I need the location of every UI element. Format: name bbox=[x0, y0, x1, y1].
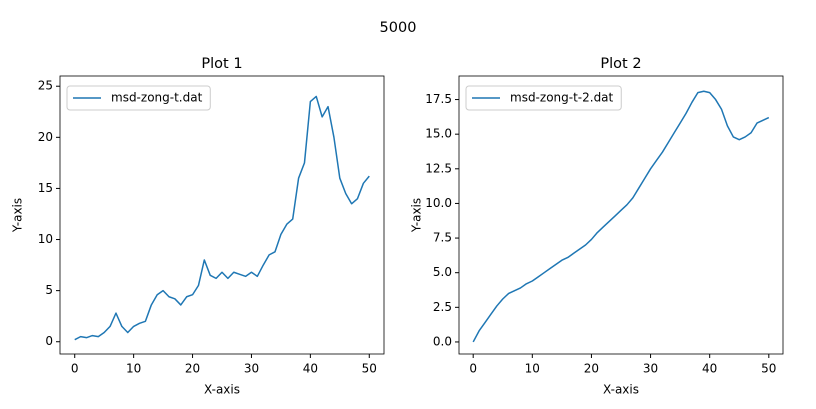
x-axis-label: X-axis bbox=[204, 383, 240, 397]
y-tick-label: 10.0 bbox=[425, 196, 452, 210]
subplot-title: Plot 2 bbox=[600, 56, 641, 72]
y-tick-label: 0 bbox=[45, 334, 53, 348]
subplot-title: Plot 1 bbox=[201, 56, 242, 72]
x-axis-label: X-axis bbox=[603, 383, 639, 397]
axes-frame bbox=[59, 75, 385, 355]
y-tick-label: 25 bbox=[38, 79, 53, 93]
x-tick-label: 50 bbox=[761, 362, 776, 376]
subplot: Plot 2 X-axis Y-axis 0 10 20 30 40 50 0.0 2.5 5.0 7.… bbox=[410, 56, 784, 397]
y-axis-label: Y-axis bbox=[410, 198, 424, 233]
y-tick-label: 12.5 bbox=[425, 161, 452, 175]
y-tick-label: 0.0 bbox=[433, 334, 452, 348]
y-tick-label: 5 bbox=[45, 283, 53, 297]
y-tick-label: 5.0 bbox=[433, 265, 452, 279]
x-tick-label: 10 bbox=[126, 362, 141, 376]
legend-label: msd-zong-t-2.dat bbox=[510, 91, 614, 105]
x-tick-label: 50 bbox=[362, 362, 377, 376]
y-tick-label: 15 bbox=[38, 181, 53, 195]
y-tick-label: 10 bbox=[38, 232, 53, 246]
x-tick-label: 20 bbox=[185, 362, 200, 376]
legend-frame bbox=[66, 85, 211, 111]
x-tick-label: 40 bbox=[303, 362, 318, 376]
y-axis-label: Y-axis bbox=[11, 198, 25, 233]
x-tick-label: 20 bbox=[584, 362, 599, 376]
legend: msd-zong-t-2.dat bbox=[465, 85, 622, 111]
data-line bbox=[74, 95, 370, 341]
y-tick-label: 17.5 bbox=[425, 92, 452, 106]
x-tick-label: 0 bbox=[469, 362, 477, 376]
figure-title: 5000 bbox=[380, 20, 417, 36]
legend: msd-zong-t.dat bbox=[66, 85, 211, 111]
x-tick-label: 40 bbox=[702, 362, 717, 376]
legend-frame bbox=[465, 85, 622, 111]
y-tick-label: 20 bbox=[38, 130, 53, 144]
subplot: Plot 1 X-axis Y-axis 0 10 20 30 40 50 0 5 10 15 20 25 m… bbox=[11, 56, 385, 397]
legend-label: msd-zong-t.dat bbox=[111, 91, 203, 105]
data-line bbox=[472, 90, 770, 343]
axes-frame bbox=[458, 75, 784, 355]
x-tick-label: 30 bbox=[244, 362, 259, 376]
x-tick-label: 30 bbox=[643, 362, 658, 376]
x-tick-label: 0 bbox=[71, 362, 79, 376]
x-tick-label: 10 bbox=[525, 362, 540, 376]
y-tick-label: 15.0 bbox=[425, 127, 452, 141]
y-tick-label: 7.5 bbox=[433, 231, 452, 245]
y-tick-label: 2.5 bbox=[433, 300, 452, 314]
